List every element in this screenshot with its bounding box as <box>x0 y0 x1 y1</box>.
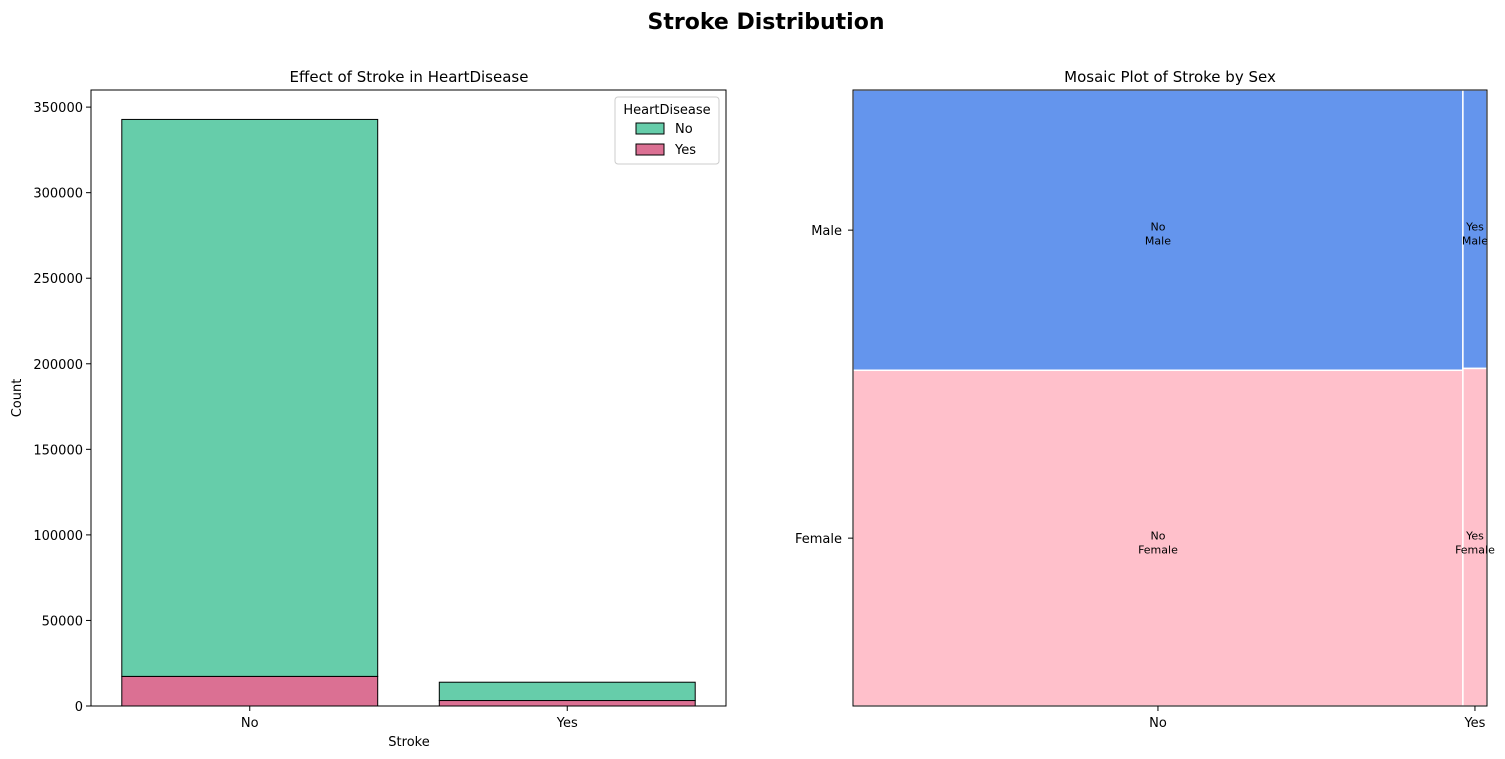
y-tick-label: 350000 <box>33 101 83 116</box>
bar-chart-bars <box>121 118 696 707</box>
legend-label-no: No <box>675 122 693 137</box>
mosaic-cell-yes-female <box>1462 367 1488 707</box>
y-tick-label: 100000 <box>33 529 83 544</box>
y-tick-label: 200000 <box>33 358 83 373</box>
figure-title: Stroke Distribution <box>648 10 885 35</box>
y-tick-label: Female <box>795 532 842 547</box>
bar-yes-yes <box>438 700 696 707</box>
mosaic-cell-label: Yes Male <box>1462 220 1488 247</box>
y-tick-label: 0 <box>75 700 83 715</box>
y-tick-label: 50000 <box>42 614 83 629</box>
bar-no-yes <box>121 675 379 707</box>
mosaic-chart-title: Mosaic Plot of Stroke by Sex <box>1064 68 1276 86</box>
y-tick-label: 300000 <box>33 187 83 202</box>
bar-no-no <box>121 118 379 677</box>
bar-chart-frame <box>90 89 727 707</box>
x-axis-label: Stroke <box>388 735 429 750</box>
mosaic-cell-label: Yes Female <box>1455 530 1495 557</box>
mosaic-chart-frame <box>852 89 1488 707</box>
y-axis-label: Count <box>10 379 25 418</box>
bar-chart: Effect of Stroke in HeartDisease 0 50000 1… <box>10 68 727 750</box>
mosaic-y-axis: Male Female <box>795 224 853 547</box>
legend-swatch-no <box>635 122 665 135</box>
bar-chart-title: Effect of Stroke in HeartDisease <box>290 68 529 86</box>
legend-label-yes: Yes <box>674 143 696 158</box>
bar-yes-no <box>438 681 696 702</box>
x-tick-label: No <box>1149 716 1167 731</box>
x-tick-label: Yes <box>1463 716 1485 731</box>
x-axis: No Yes <box>241 706 578 731</box>
y-tick-label: 150000 <box>33 443 83 458</box>
legend-swatch-yes <box>635 143 665 156</box>
legend-title: HeartDisease <box>623 103 710 118</box>
mosaic-x-axis: No Yes <box>1149 706 1486 731</box>
x-tick-label: Yes <box>556 716 578 731</box>
mosaic-cells: No Male No Female Yes Male Yes Female <box>852 89 1495 707</box>
y-axis: 0 50000 100000 150000 200000 250000 300000 3500… <box>33 101 91 715</box>
mosaic-cell-label: No Female <box>1138 530 1178 557</box>
mosaic-cell-label: No Male <box>1145 220 1171 247</box>
x-tick-label: No <box>241 716 259 731</box>
y-tick-label: 250000 <box>33 272 83 287</box>
legend: HeartDisease No Yes <box>614 96 720 165</box>
y-tick-label: Male <box>811 224 842 239</box>
